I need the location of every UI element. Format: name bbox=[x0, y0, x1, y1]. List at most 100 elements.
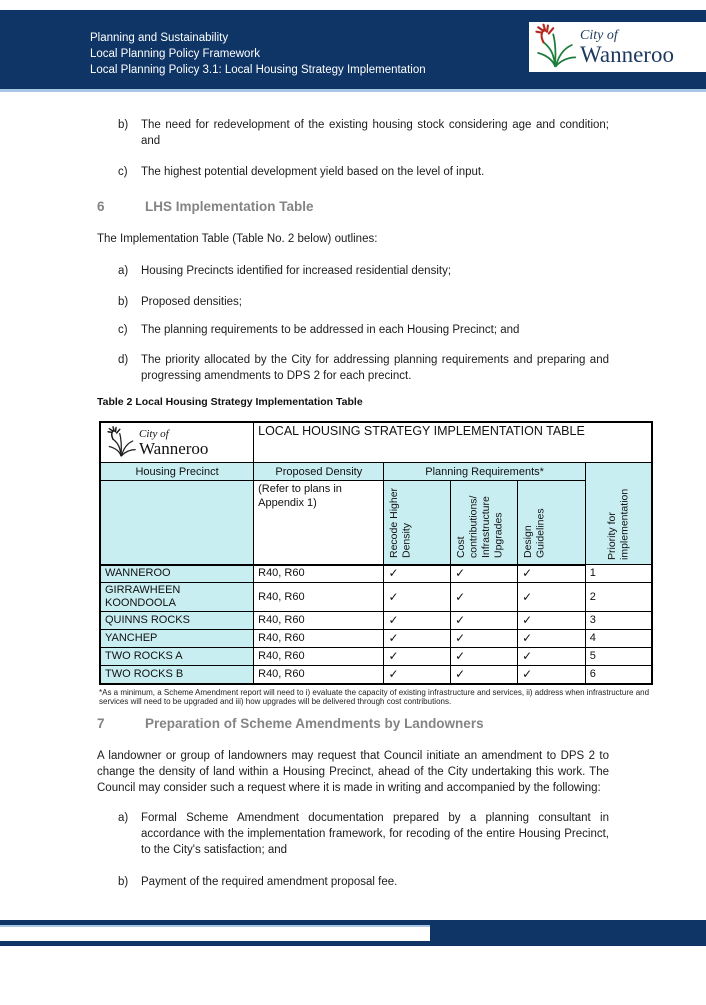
list-item: b) The need for redevelopment of the exi… bbox=[118, 117, 609, 149]
section-6-intro: The Implementation Table (Table No. 2 be… bbox=[97, 233, 378, 245]
col-header-recode: Recode Higher Density bbox=[383, 480, 452, 566]
cell-precinct: GIRRAWHEEN KOONDOOLA bbox=[99, 582, 255, 612]
table-logo-cell: City of Wanneroo bbox=[99, 421, 255, 463]
col-header-proposed-density: Proposed Density bbox=[253, 462, 385, 481]
checkmark: ✓ bbox=[383, 665, 452, 684]
cell-density: R40, R60 bbox=[253, 647, 385, 666]
checkmark: ✓ bbox=[383, 564, 452, 583]
cell-priority: 6 bbox=[584, 665, 653, 684]
list-item-text: The priority allocated by the City for a… bbox=[141, 354, 609, 382]
footer-white-strip bbox=[0, 925, 430, 941]
list-item: a) Housing Precincts identified for incr… bbox=[118, 263, 609, 279]
table-row: YANCHEP R40, R60 ✓ ✓ ✓ 4 bbox=[99, 629, 653, 648]
col-header-design: Design Guidelines bbox=[517, 480, 586, 566]
page-footer-bar bbox=[0, 920, 706, 946]
table-footnote: *As a minimum, a Scheme Amendment report… bbox=[99, 687, 650, 707]
section-7-heading: 7 Preparation of Scheme Amendments by La… bbox=[97, 715, 706, 732]
kangaroo-paw-plant-icon-mono bbox=[105, 424, 137, 461]
checkmark: ✓ bbox=[517, 647, 586, 666]
list-item-label: c) bbox=[118, 166, 128, 178]
section-7-paragraph: A landowner or group of landowners may r… bbox=[97, 749, 609, 794]
logo-city-of-text: City of bbox=[580, 27, 618, 43]
header-text-block: Planning and Sustainability Local Planni… bbox=[90, 30, 426, 78]
refer-note-cell: (Refer to plans in Appendix 1) bbox=[253, 480, 385, 566]
checkmark: ✓ bbox=[517, 611, 586, 630]
cell-precinct: WANNEROO bbox=[99, 564, 255, 583]
col-header-recode-text: Recode Higher Density bbox=[388, 487, 413, 558]
table-row: QUINNS ROCKS R40, R60 ✓ ✓ ✓ 3 bbox=[99, 611, 653, 630]
header-line-framework: Local Planning Policy Framework bbox=[90, 48, 261, 60]
checkmark: ✓ bbox=[450, 582, 519, 612]
list-item: b) Payment of the required amendment pro… bbox=[118, 874, 609, 890]
section-6-heading: 6 LHS Implementation Table bbox=[97, 198, 706, 215]
checkmark: ✓ bbox=[517, 665, 586, 684]
section-number: 7 bbox=[97, 715, 105, 731]
checkmark: ✓ bbox=[517, 629, 586, 648]
list-item-text: The need for redevelopment of the existi… bbox=[141, 119, 609, 147]
checkmark: ✓ bbox=[450, 564, 519, 583]
cell-priority: 1 bbox=[584, 564, 653, 583]
logo-wanneroo-text: Wanneroo bbox=[580, 41, 674, 67]
col-header-cost-text: Cost contributions/ Infrastructure Upgra… bbox=[455, 495, 505, 558]
list-item-label: b) bbox=[118, 875, 129, 888]
section-title: Preparation of Scheme Amendments by Land… bbox=[145, 715, 484, 731]
list-item-label: c) bbox=[118, 324, 128, 336]
list-item: b) Proposed densities; bbox=[118, 294, 609, 310]
logo-wordmark: City of Wanneroo bbox=[580, 27, 674, 67]
table-row: GIRRAWHEEN KOONDOOLA R40, R60 ✓ ✓ ✓ 2 bbox=[99, 582, 653, 612]
table-logo-wordmark: City of Wanneroo bbox=[139, 427, 208, 457]
cell-precinct: QUINNS ROCKS bbox=[99, 611, 255, 630]
document-body: b) The need for redevelopment of the exi… bbox=[0, 95, 706, 890]
checkmark: ✓ bbox=[450, 629, 519, 648]
col-header-priority: Priority for implementation bbox=[584, 462, 653, 565]
col-header-cost: Cost contributions/ Infrastructure Upgra… bbox=[450, 480, 519, 566]
checkmark: ✓ bbox=[450, 665, 519, 684]
list-item-label: a) bbox=[118, 265, 129, 277]
list-item: c) The planning requirements to be addre… bbox=[118, 322, 609, 338]
cell-priority: 5 bbox=[584, 647, 653, 666]
col-header-design-text: Design Guidelines bbox=[522, 508, 547, 558]
list-item-label: b) bbox=[118, 296, 129, 308]
list-item-text: Proposed densities; bbox=[141, 296, 243, 308]
section-number: 6 bbox=[97, 199, 105, 214]
cell-density: R40, R60 bbox=[253, 665, 385, 684]
cell-precinct: TWO ROCKS B bbox=[99, 665, 255, 684]
cell-density: R40, R60 bbox=[253, 582, 385, 612]
table-title: LOCAL HOUSING STRATEGY IMPLEMENTATION TA… bbox=[253, 421, 653, 463]
checkmark: ✓ bbox=[383, 647, 452, 666]
header-line-department: Planning and Sustainability bbox=[90, 32, 229, 44]
list-item-text: Formal Scheme Amendment documentation pr… bbox=[141, 811, 609, 856]
checkmark: ✓ bbox=[383, 629, 452, 648]
header-line-policy: Local Planning Policy 3.1: Local Housing… bbox=[90, 64, 426, 76]
table-row: TWO ROCKS A R40, R60 ✓ ✓ ✓ 5 bbox=[99, 647, 653, 666]
list-item-text: The planning requirements to be addresse… bbox=[141, 324, 520, 336]
list-item: a) Formal Scheme Amendment documentation… bbox=[118, 810, 609, 858]
cell-priority: 2 bbox=[584, 582, 653, 612]
checkmark: ✓ bbox=[517, 564, 586, 583]
list-item-label: d) bbox=[118, 354, 129, 366]
kangaroo-paw-plant-icon bbox=[532, 22, 578, 72]
cell-density: R40, R60 bbox=[253, 564, 385, 583]
cell-density: R40, R60 bbox=[253, 611, 385, 630]
table-logo-city-of-text: City of bbox=[139, 427, 169, 440]
list-item: c) The highest potential development yie… bbox=[118, 164, 609, 180]
empty-header-cell bbox=[99, 480, 255, 566]
implementation-table: City of Wanneroo LOCAL HOUSING STRATEGY … bbox=[99, 421, 653, 685]
list-item-label: a) bbox=[118, 811, 129, 824]
checkmark: ✓ bbox=[383, 582, 452, 612]
cell-priority: 3 bbox=[584, 611, 653, 630]
col-header-planning-requirements: Planning Requirements* bbox=[383, 462, 586, 481]
col-header-housing-precinct: Housing Precinct bbox=[99, 462, 255, 481]
checkmark: ✓ bbox=[383, 611, 452, 630]
cell-density: R40, R60 bbox=[253, 629, 385, 648]
checkmark: ✓ bbox=[450, 611, 519, 630]
list-item-text: Housing Precincts identified for increas… bbox=[141, 265, 452, 277]
section-title: LHS Implementation Table bbox=[145, 199, 314, 214]
list-item-label: b) bbox=[118, 119, 129, 131]
table-row: TWO ROCKS B R40, R60 ✓ ✓ ✓ 6 bbox=[99, 665, 653, 684]
checkmark: ✓ bbox=[450, 647, 519, 666]
list-item: d) The priority allocated by the City fo… bbox=[118, 352, 609, 384]
col-header-priority-text: Priority for implementation bbox=[605, 488, 631, 560]
cell-precinct: TWO ROCKS A bbox=[99, 647, 255, 666]
list-item-text: Payment of the required amendment propos… bbox=[141, 875, 398, 888]
